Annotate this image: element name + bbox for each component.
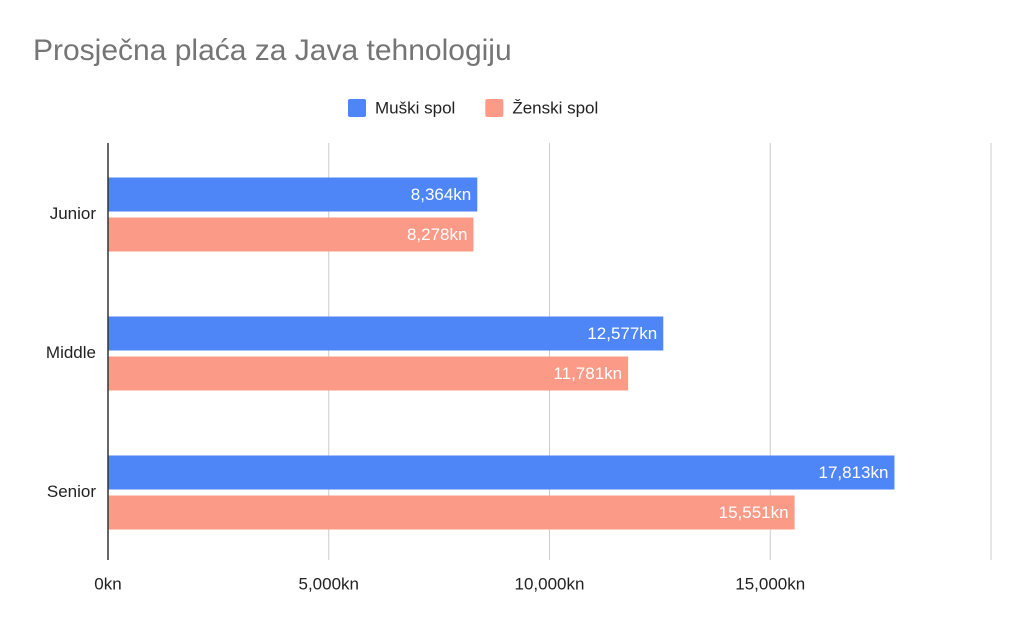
- x-tick-label: 0kn: [94, 574, 121, 593]
- bar: [108, 356, 629, 391]
- bar: [108, 217, 474, 252]
- chart-title: Prosječna plaća za Java tehnologiju: [33, 34, 512, 67]
- x-tick-label: 15,000kn: [735, 574, 805, 593]
- bar: [108, 495, 795, 530]
- value-label: 15,551kn: [719, 503, 789, 522]
- value-label: 8,278kn: [407, 225, 468, 244]
- value-label: 11,781kn: [553, 364, 622, 383]
- bar: [108, 177, 478, 212]
- legend-swatch: [348, 99, 366, 117]
- y-tick-label: Middle: [46, 343, 96, 362]
- x-tick-label: 10,000kn: [515, 574, 585, 593]
- bar: [108, 316, 664, 351]
- y-tick-label: Senior: [47, 482, 96, 501]
- x-tick-label: 5,000kn: [299, 574, 360, 593]
- value-label: 17,813kn: [818, 463, 888, 482]
- y-tick-label: Junior: [50, 204, 97, 223]
- bar: [108, 455, 895, 490]
- legend-swatch: [485, 99, 504, 117]
- value-label: 12,577kn: [587, 324, 657, 343]
- value-label: 8,364kn: [411, 185, 472, 204]
- legend-label: Muški spol: [375, 98, 455, 117]
- legend-label: Ženski spol: [512, 98, 598, 117]
